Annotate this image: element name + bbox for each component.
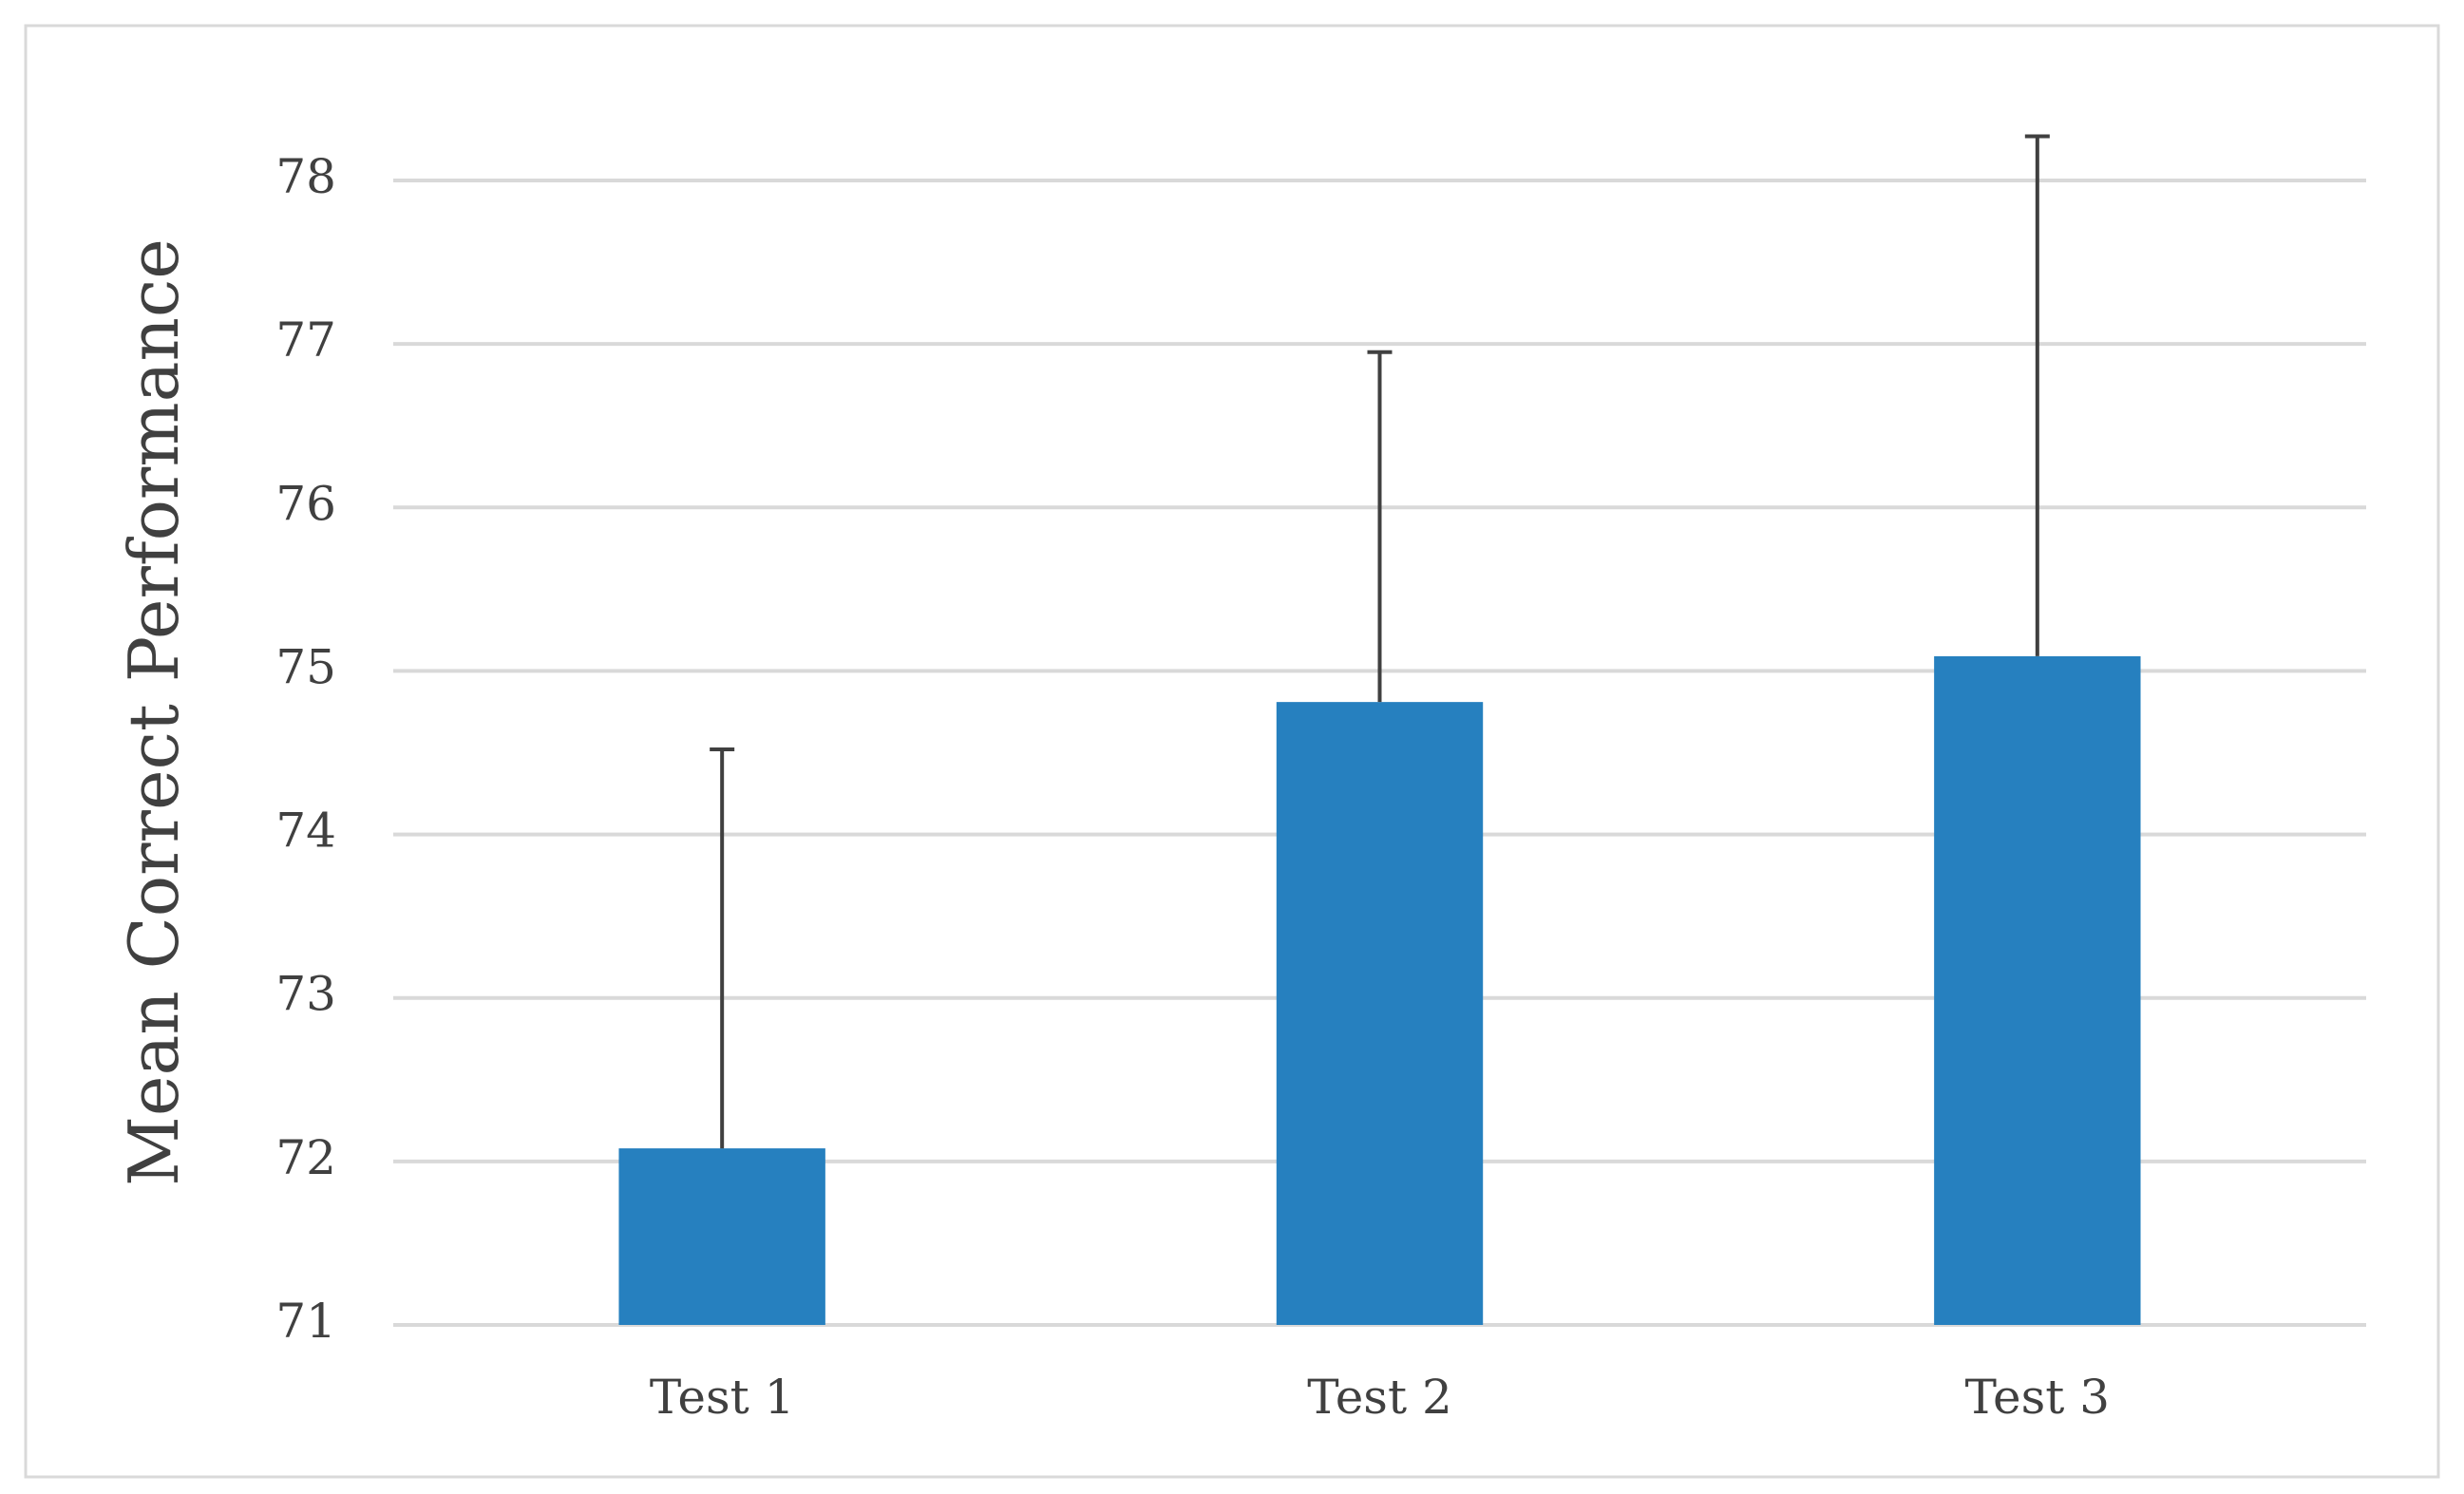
- y-axis-title: Mean Correct Performance: [114, 238, 194, 1186]
- x-tick-label: Test 3: [1965, 1370, 2111, 1425]
- error-bar: [1367, 350, 1393, 703]
- y-tick-label: 71: [275, 1294, 336, 1349]
- error-bar: [710, 747, 735, 1149]
- bar: [618, 1148, 825, 1325]
- y-tick-label: 77: [275, 312, 336, 368]
- error-bar: [2024, 134, 2050, 656]
- y-tick-label: 75: [275, 639, 336, 694]
- y-tick-label: 78: [275, 149, 336, 204]
- x-tick-label: Test 1: [650, 1370, 795, 1425]
- bar: [1276, 702, 1484, 1325]
- y-tick-label: 72: [275, 1130, 336, 1185]
- y-tick-label: 73: [275, 967, 336, 1022]
- x-tick-label: Test 2: [1307, 1370, 1452, 1425]
- y-tick-label: 74: [275, 804, 336, 859]
- y-tick-label: 76: [275, 476, 336, 531]
- bar: [1934, 655, 2141, 1325]
